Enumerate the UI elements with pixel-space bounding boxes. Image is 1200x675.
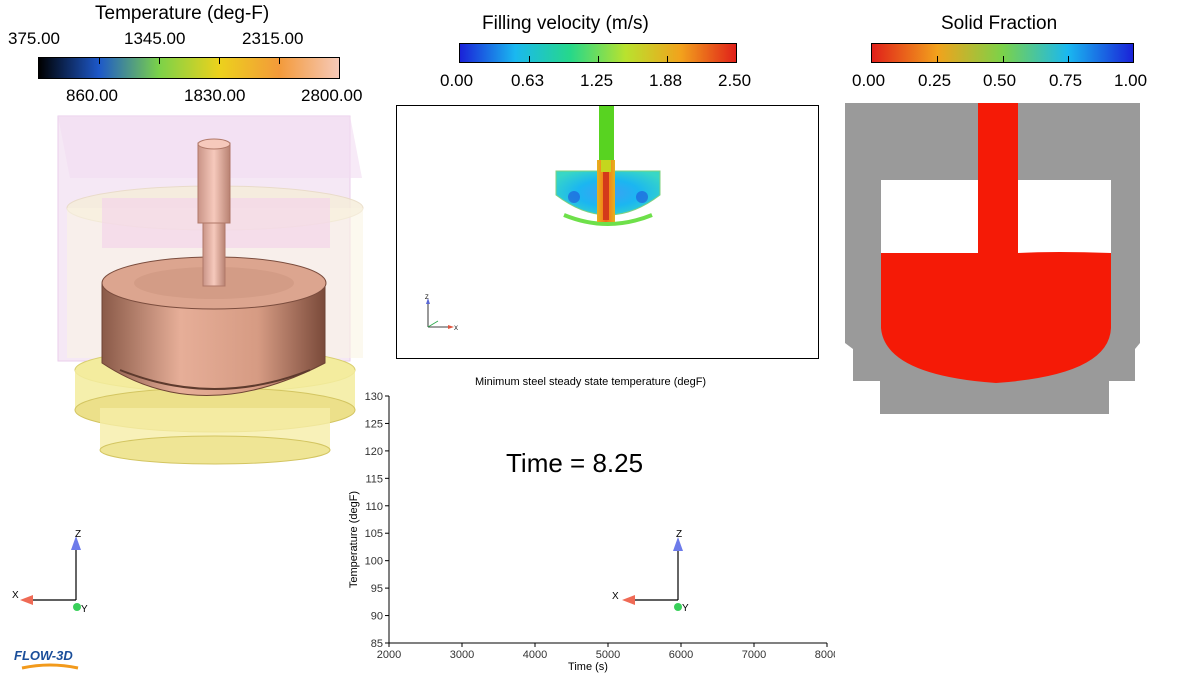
logo-swoosh-icon <box>21 663 79 670</box>
velocity-tick: 0.00 <box>440 71 474 90</box>
colorbar-tick-mark <box>159 58 160 64</box>
axis-triad-center: Z X Y <box>612 529 689 614</box>
colorbar-tick-mark <box>937 56 939 62</box>
x-axis-label: Time (s) <box>568 661 608 673</box>
temperature-tick: 375.00 <box>8 29 60 48</box>
temperature-chart: 85 90 95 100 105 110 115 120 125 130 2000 3000 4000 5… <box>348 391 835 673</box>
y-tick-label: 110 <box>365 501 383 513</box>
x-tick-label: 6000 <box>669 649 693 661</box>
z-arrow-icon <box>71 536 81 550</box>
colorbar-tick-mark <box>279 58 280 64</box>
x-tick-label: 2000 <box>377 649 401 661</box>
temperature-tick: 1830.00 <box>184 86 246 105</box>
x-tick-label: 5000 <box>596 649 620 661</box>
colorbar-tick-mark <box>529 56 530 62</box>
x-arrow-icon <box>20 595 33 605</box>
y-label: Y <box>81 604 88 615</box>
chart-title: Minimum steel steady state temperature (… <box>475 376 707 388</box>
x-tick-label: 4000 <box>523 649 547 661</box>
velocity-tick: 1.25 <box>580 71 614 90</box>
temperature-tick: 2315.00 <box>242 29 304 48</box>
y-tick-label: 120 <box>365 446 383 458</box>
colorbar-tick-mark <box>667 56 668 62</box>
velocity-tick: 0.63 <box>511 71 545 90</box>
x-tick-label: 8000 <box>815 649 835 661</box>
x-arrow-icon <box>622 595 635 605</box>
solid-tick: 0.00 <box>852 71 886 90</box>
velocity-tick: 1.88 <box>649 71 683 90</box>
y-tick-label: 105 <box>365 528 383 540</box>
solid-fraction-view <box>845 103 1140 414</box>
y-tick-label: 115 <box>365 473 383 485</box>
temperature-colorbar <box>38 57 340 79</box>
flow3d-logo: FLOW-3D <box>14 648 73 663</box>
x-label: X <box>12 590 19 601</box>
z-arrow-icon <box>673 537 683 551</box>
solid-fraction-colorbar <box>871 43 1134 63</box>
velocity-tick: 2.50 <box>718 71 752 90</box>
solid-legend-title: Solid Fraction <box>941 13 1058 34</box>
temperature-tick: 860.00 <box>66 86 118 105</box>
y-tick-label: 95 <box>371 583 383 595</box>
solid-tick: 1.00 <box>1114 71 1148 90</box>
velocity-colorbar <box>459 43 737 63</box>
y-tick-label: 130 <box>365 391 383 403</box>
y-tick-label: 125 <box>365 418 383 430</box>
time-label: Time = 8.25 <box>506 448 644 478</box>
y-label: Y <box>682 603 689 614</box>
x-tick-label: 3000 <box>450 649 474 661</box>
casting-3d-view <box>57 115 364 465</box>
colorbar-tick-mark <box>598 56 599 62</box>
colorbar-tick-mark <box>1067 56 1069 62</box>
small-x-label: X <box>454 326 458 332</box>
solid-tick: 0.25 <box>918 71 952 90</box>
solid-tick: 0.75 <box>1049 71 1083 90</box>
colorbar-tick-mark <box>219 58 220 64</box>
z-label: Z <box>75 529 81 540</box>
z-label: Z <box>676 529 682 540</box>
solid-tick: 0.50 <box>983 71 1017 90</box>
small-z-label: Z <box>425 295 429 301</box>
colorbar-tick-mark <box>1002 56 1004 62</box>
y-dot-icon <box>73 603 81 611</box>
velocity-legend-title: Filling velocity (m/s) <box>482 13 649 34</box>
temperature-legend-title: Temperature (deg-F) <box>95 3 270 24</box>
y-axis-label: Temperature (degF) <box>348 491 360 588</box>
temperature-tick: 1345.00 <box>124 29 186 48</box>
x-tick-label: 7000 <box>742 649 766 661</box>
temperature-tick: 2800.00 <box>301 86 363 105</box>
colorbar-tick-mark <box>99 58 100 64</box>
y-dot-icon <box>674 603 682 611</box>
axis-triad-left: Z X Y <box>12 529 88 615</box>
x-label: X <box>612 591 619 602</box>
y-tick-label: 85 <box>371 638 383 650</box>
velocity-view: Z X <box>396 105 819 359</box>
y-tick-label: 90 <box>371 611 383 623</box>
y-tick-label: 100 <box>365 556 383 568</box>
